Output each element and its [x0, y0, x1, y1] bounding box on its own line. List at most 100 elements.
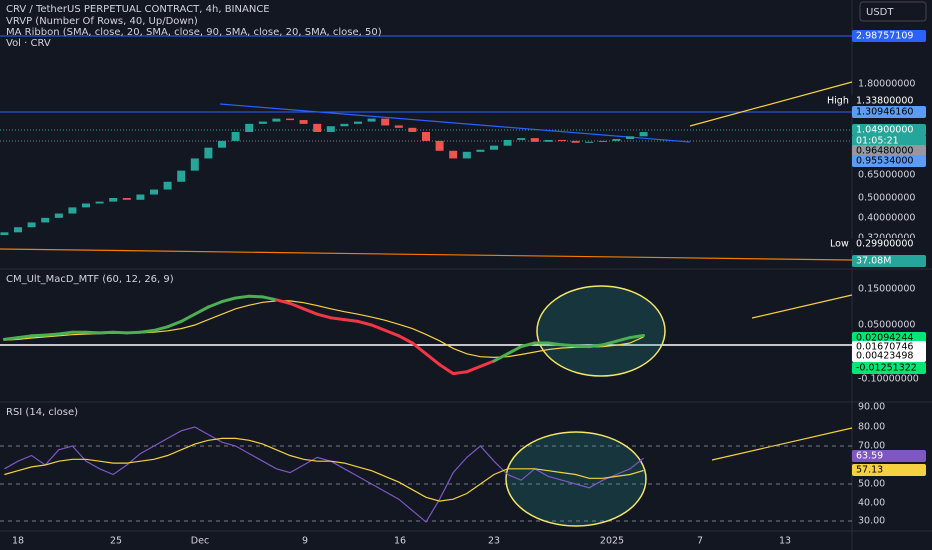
- price-axis-label: 0.50000000: [858, 193, 915, 204]
- date-label: 2025: [600, 536, 624, 547]
- macd-segment: [57, 330, 74, 336]
- indicator-label: MA Ribbon (SMA, close, 20, SMA, close, 9…: [6, 27, 382, 38]
- date-label: 18: [12, 536, 24, 547]
- price-badge: [852, 155, 926, 167]
- candle: [503, 139, 512, 146]
- rsi-ma-line: [4, 437, 644, 502]
- price-axis-label: 1.80000000: [858, 79, 915, 90]
- macd-segment: [261, 295, 278, 302]
- pane-title: RSI (14, close): [6, 407, 78, 418]
- macd-segment: [2, 336, 20, 341]
- price-badge: [852, 124, 926, 136]
- rsi-badge-label: 57.13: [856, 465, 883, 476]
- macd-segment: [302, 307, 319, 316]
- price-badge-label: 1.04900000: [856, 125, 913, 136]
- macd-segment: [30, 333, 47, 338]
- macd-segment: [125, 330, 142, 335]
- candle: [476, 149, 485, 152]
- macd-badge-label: 0.02094244: [856, 333, 913, 344]
- macd-segment: [234, 294, 251, 300]
- macd-segment: [383, 328, 401, 338]
- candle: [517, 138, 526, 140]
- candle: [245, 123, 254, 132]
- candle: [381, 118, 390, 126]
- macd-axis-label: 0.05000000: [858, 320, 915, 331]
- trendline: [751, 294, 853, 319]
- trendline: [0, 248, 853, 261]
- candle: [530, 138, 539, 142]
- price-badge: [852, 145, 926, 157]
- candle: [462, 151, 471, 159]
- macd-segment: [193, 305, 210, 316]
- candle: [14, 227, 22, 233]
- candle: [313, 123, 322, 132]
- low-tag-label: Low: [830, 239, 849, 250]
- currency-button[interactable]: [859, 1, 927, 22]
- candle: [109, 198, 118, 202]
- macd-segment: [138, 328, 156, 334]
- rsi-axis-label: 40.00: [858, 498, 885, 509]
- candle: [177, 170, 186, 182]
- macd-segment: [519, 341, 537, 349]
- price-badge-label: 0.29900000: [856, 239, 913, 250]
- rsi-axis-label: 50.00: [858, 479, 885, 490]
- macd-badge-label: 0.00423498: [856, 351, 913, 362]
- macd-segment: [560, 343, 578, 348]
- candle: [272, 118, 281, 122]
- pane-title: CM_Ult_MacD_MTF (60, 12, 26, 9): [6, 274, 174, 285]
- price-axis-label: 0.40000000: [858, 213, 915, 224]
- rsi-badge: [852, 450, 926, 462]
- macd-segment: [546, 341, 564, 347]
- rsi-axis-label: 30.00: [858, 516, 885, 527]
- price-badge: [852, 238, 926, 250]
- candle: [136, 194, 145, 200]
- macd-segment: [370, 323, 387, 332]
- macd-segment: [397, 334, 414, 345]
- macd-badge: [852, 362, 926, 374]
- candle: [122, 198, 131, 200]
- candle: [27, 222, 36, 228]
- candle: [54, 213, 63, 218]
- macd-segment: [424, 352, 442, 367]
- rsi-line: [4, 426, 644, 523]
- price-axis-label: 0.65000000: [858, 170, 915, 181]
- macd-segment: [342, 318, 360, 323]
- date-label: 25: [110, 536, 122, 547]
- candle: [68, 207, 77, 214]
- macd-segment: [247, 294, 265, 299]
- candle: [218, 140, 226, 148]
- trendline: [711, 427, 853, 461]
- price-badge-label: 1.33800000: [856, 96, 913, 107]
- macd-segment: [111, 330, 129, 335]
- candle: [163, 181, 172, 190]
- macd-segment: [356, 319, 374, 327]
- candle: [326, 126, 335, 132]
- candle: [490, 145, 498, 150]
- candle: [612, 139, 621, 141]
- macd-badge: [852, 350, 926, 362]
- indicator-label: Vol · CRV: [6, 38, 51, 49]
- macd-segment: [492, 352, 510, 363]
- high-tag: [822, 95, 852, 107]
- price-badge: [852, 255, 926, 267]
- candle: [150, 189, 158, 195]
- candle: [41, 217, 50, 223]
- macd-segment: [478, 359, 496, 368]
- macd-segment: [179, 312, 197, 323]
- macd-segment: [220, 296, 238, 304]
- currency-button-label[interactable]: USDT: [866, 7, 894, 18]
- rsi-axis-label: 90.00: [858, 402, 885, 413]
- highlight-ellipse: [505, 431, 647, 527]
- candle: [299, 120, 308, 124]
- candle: [340, 123, 349, 127]
- macd-badge-label: 0.01670746: [856, 342, 913, 353]
- macd-segment: [587, 343, 605, 349]
- candle: [585, 141, 594, 143]
- date-label: 16: [394, 536, 406, 547]
- macd-segment: [274, 298, 292, 305]
- macd-segment: [438, 363, 455, 376]
- candle: [231, 131, 240, 141]
- rsi-axis-label: 70.00: [858, 441, 885, 452]
- candle: [204, 147, 213, 159]
